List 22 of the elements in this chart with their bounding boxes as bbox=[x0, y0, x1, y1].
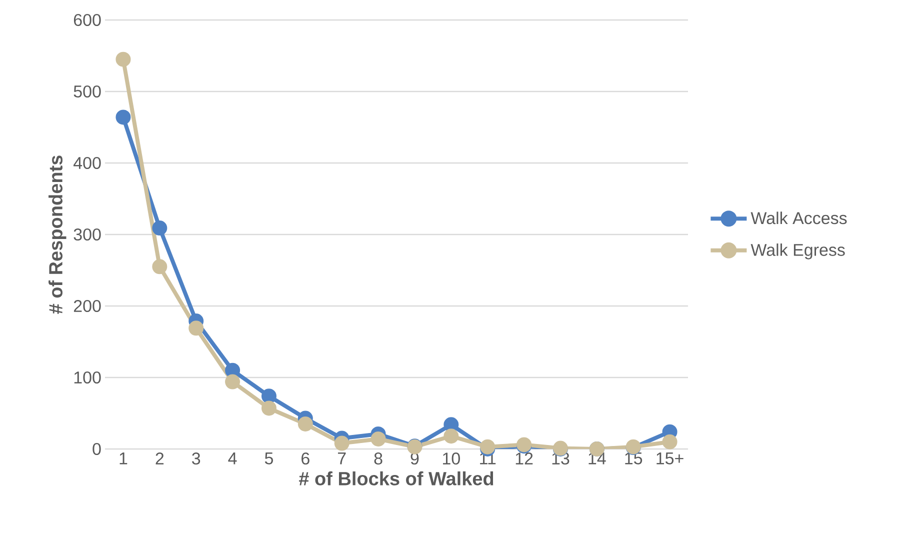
y-tick-label: 600 bbox=[74, 14, 101, 26]
y-tick-label: 100 bbox=[74, 371, 101, 384]
x-tick-label: 2 bbox=[156, 452, 164, 464]
x-axis-title: # of Blocks of Walked bbox=[299, 471, 494, 486]
x-tick-label: 3 bbox=[192, 452, 200, 465]
x-tick-label: 15+ bbox=[656, 452, 684, 464]
y-tick-label: 300 bbox=[74, 228, 101, 241]
x-tick-label: 1 bbox=[120, 452, 128, 464]
y-axis-title: # of Respondents bbox=[48, 156, 66, 314]
x-tick-label: 12 bbox=[516, 452, 533, 464]
x-tick-label: 7 bbox=[338, 452, 346, 464]
x-tick-label: 5 bbox=[264, 452, 273, 464]
y-tick-label: 400 bbox=[74, 156, 101, 170]
x-tick-label: 8 bbox=[374, 452, 382, 465]
legend-label: Walk Egress bbox=[750, 243, 845, 260]
y-tick-label: 200 bbox=[74, 300, 101, 312]
x-tick-label: 4 bbox=[228, 452, 237, 464]
x-tick-label: 10 bbox=[443, 452, 460, 465]
x-tick-label: 6 bbox=[302, 452, 310, 465]
legend-label: Walk Access bbox=[750, 212, 847, 224]
y-tick-label: 500 bbox=[74, 85, 101, 98]
y-tick-label: 0 bbox=[92, 442, 101, 456]
